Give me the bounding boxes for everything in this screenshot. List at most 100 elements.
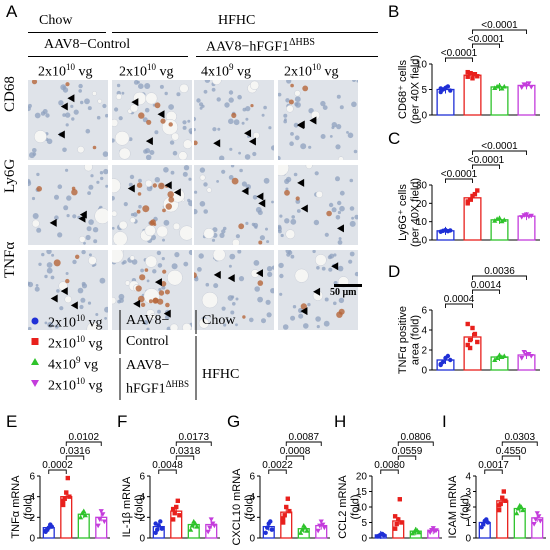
panel-letter-i: I (442, 412, 447, 431)
legend-control-line1: AAV8− (126, 313, 170, 328)
point-g-2-3 (302, 525, 308, 530)
point-e-1-2 (64, 490, 69, 495)
point-g-0-0 (263, 530, 268, 536)
micrograph-tile-r3-c2 (112, 250, 192, 330)
point-g-1-0 (280, 520, 286, 525)
point-i-1-2 (500, 495, 505, 500)
point-d-0-5 (438, 362, 443, 368)
point-f-3-0 (205, 529, 211, 535)
point-d-1-0 (465, 342, 470, 348)
comparison-bracket-c-0 (445, 178, 473, 183)
point-i-3-1 (533, 517, 539, 522)
header-fgf: AAV8−hFGF1ΔHBS (206, 37, 315, 56)
y-tick-label-g-1: 2 (249, 513, 255, 524)
header-chow-underline (28, 32, 106, 33)
micrograph-tile-r2-c2 (112, 165, 192, 245)
header-fgf-text: AAV8−hFGF1 (206, 39, 290, 55)
point-e-1-0 (60, 502, 66, 508)
point-f-1-4 (177, 513, 182, 518)
point-e-3-3 (100, 512, 106, 517)
point-h-1-1 (394, 521, 399, 527)
header-hfhc: HFHC (218, 13, 256, 28)
p-value-label-e-2: 0.0102 (68, 432, 99, 443)
point-f-1-0 (170, 517, 176, 522)
point-d-1-6 (467, 345, 473, 351)
y-tick-label-b-0: 0 (421, 111, 427, 122)
point-g-2-1 (299, 527, 305, 532)
panel-letter-b: B (388, 2, 400, 21)
y-tick-label-g-0: 0 (249, 534, 255, 545)
micrograph-tile-r2-c1 (28, 165, 108, 245)
dose-label-2: 2x1010 vg (119, 62, 174, 80)
p-value-label-f-1: 0.0318 (170, 446, 201, 457)
point-c-2-4 (501, 217, 507, 222)
point-c-1-3 (472, 191, 478, 197)
point-e-1-5 (60, 498, 66, 503)
point-h-1-0 (392, 526, 398, 531)
panel-letter-f: F (117, 412, 128, 431)
point-c-2-2 (496, 215, 503, 220)
y-tick-label-f-3: 6 (139, 472, 145, 483)
point-d-0-1 (440, 359, 446, 365)
y-tick-label-c-1: 10 (416, 217, 428, 228)
p-value-label-i-0: 0.0017 (478, 460, 509, 471)
comparison-bracket-h-2 (397, 441, 434, 446)
y-axis-label-g: CXCL10 mRNA(fold) (231, 468, 256, 546)
y-axis-label-i: ICAM mRNA(fold) (447, 475, 472, 539)
comparison-bracket-i-0 (484, 469, 503, 474)
y-axis-label-c: Ly6G⁺ cells(per 40X field) (397, 178, 422, 247)
point-b-1-5 (465, 69, 470, 75)
point-f-0-5 (153, 521, 158, 526)
point-d-1-1 (467, 337, 473, 343)
y-tick-label-g-3: 6 (249, 472, 255, 483)
point-e-1-4 (67, 494, 72, 499)
point-g-0-3 (268, 519, 273, 524)
comparison-bracket-g-1 (285, 455, 305, 460)
y-tick-label-d-2: 4 (421, 326, 427, 337)
p-value-label-g-1: 0.0008 (280, 446, 311, 457)
point-i-3-3 (536, 514, 542, 519)
micrograph-tile-r2-c3 (194, 165, 274, 245)
legend-fgf-line1: AAV8− (126, 358, 170, 373)
y-axis-label-h: CCL2 mRNA(fold) (337, 475, 362, 539)
p-value-label-g-0: 0.0022 (262, 460, 293, 471)
point-g-3-0 (315, 528, 321, 534)
y-tick-label-b-1: 5 (421, 85, 427, 96)
point-b-1-2 (470, 76, 475, 81)
comparison-bracket-b-2 (472, 29, 527, 34)
point-h-1-4 (399, 520, 404, 525)
point-d-0-4 (448, 357, 453, 363)
micrograph-tile-r1-c2 (112, 80, 192, 160)
legend-fgf-line2: hFGF1ΔHBS (126, 379, 189, 397)
point-e-0-5 (43, 528, 48, 533)
point-g-1-3 (285, 496, 290, 501)
header-fgf-sup: ΔHBS (289, 37, 315, 48)
y-axis-label-b: CD68⁺ cells(per 40X field) (397, 55, 422, 124)
legend-dose-1: 2x1010 vg (48, 313, 103, 331)
point-c-1-4 (475, 188, 480, 193)
point-i-3-4 (537, 518, 543, 524)
scale-bar-label: 50 μm (330, 287, 357, 298)
point-c-1-5 (465, 199, 470, 204)
header-control-underline (28, 56, 188, 57)
point-e-1-3 (65, 475, 70, 481)
point-b-1-0 (465, 74, 470, 79)
point-g-0-4 (269, 527, 275, 532)
y-tick-label-e-0: 0 (29, 534, 35, 545)
legend-dose-4: 2x1010 vg (48, 376, 103, 394)
p-value-label-b-1: <0.0001 (468, 34, 505, 45)
comparison-bracket-h-0 (380, 469, 399, 474)
p-value-label-c-2: <0.0001 (481, 141, 518, 152)
point-b-2-4 (501, 83, 507, 89)
point-d-1-4 (475, 339, 480, 345)
p-value-label-g-2: 0.0087 (288, 432, 319, 443)
point-c-3-4 (528, 213, 534, 219)
point-f-1-3 (175, 498, 180, 503)
point-i-2-3 (518, 504, 524, 509)
point-e-0-4 (49, 524, 55, 529)
dose-label-1: 2x1010 vg (38, 62, 93, 80)
legend-dose-2: 2x1010 vg (48, 334, 103, 352)
point-f-2-4 (194, 524, 200, 529)
point-d-2-4 (501, 353, 507, 358)
point-i-2-1 (515, 505, 521, 511)
